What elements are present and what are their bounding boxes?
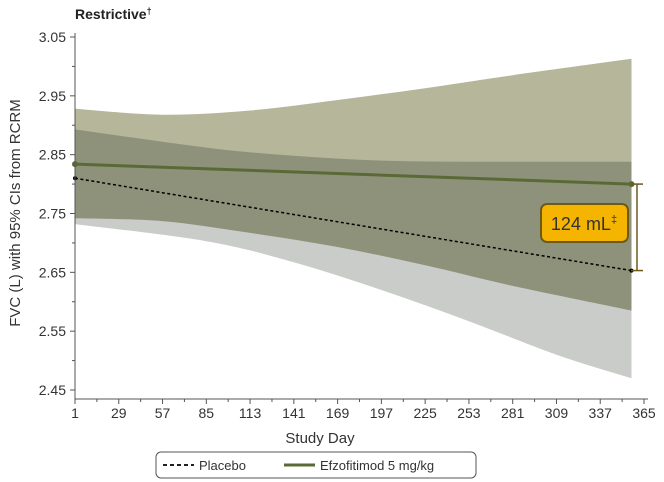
chart-title-superscript: † — [147, 6, 152, 16]
y-tick-label: 2.75 — [39, 206, 66, 222]
y-tick-label: 2.95 — [39, 88, 66, 104]
y-tick-label: 2.45 — [39, 382, 66, 398]
legend-placebo-label: Placebo — [199, 458, 246, 473]
x-tick-label: 337 — [589, 405, 613, 421]
difference-bracket: 124 mL‡ — [540, 183, 643, 272]
ci-bands — [75, 58, 632, 379]
x-tick-label: 169 — [326, 405, 350, 421]
x-tick-label: 309 — [545, 405, 569, 421]
y-tick-label: 2.65 — [39, 264, 66, 280]
line-efzofitimod — [74, 162, 632, 186]
difference-value: 124 mL — [551, 214, 611, 234]
y-axis-label: FVC (L) with 95% CIs from RCRM — [7, 99, 24, 327]
mean-lines — [72, 161, 635, 273]
x-axis-label: Study Day — [285, 430, 355, 447]
y-tick-label: 2.85 — [39, 147, 66, 163]
x-tick-label: 365 — [632, 405, 656, 421]
x-tick-label: 29 — [111, 405, 127, 421]
legend-box — [155, 451, 477, 479]
x-tick-label: 85 — [199, 405, 215, 421]
x-tick-label: 1 — [71, 405, 79, 421]
x-tick-label: 57 — [155, 405, 171, 421]
chart-title: Restrictive† — [75, 6, 152, 22]
x-tick-label: 281 — [501, 405, 525, 421]
difference-superscript: ‡ — [611, 214, 617, 226]
line-placebo — [74, 177, 632, 272]
chart-title-text: Restrictive — [75, 6, 147, 22]
x-tick-label: 113 — [239, 405, 262, 421]
x-tick-label: 225 — [413, 405, 437, 421]
x-tick-label: 197 — [370, 405, 394, 421]
x-tick-label: 141 — [282, 405, 306, 421]
x-tick-label: 253 — [457, 405, 481, 421]
y-tick-label: 2.55 — [39, 323, 66, 339]
difference-label-box — [540, 203, 629, 243]
y-tick-label: 3.05 — [39, 29, 66, 45]
ci-band-efzofitimod — [75, 58, 632, 311]
legend: Placebo Efzofitimod 5 mg/kg — [155, 451, 477, 479]
difference-label: 124 mL‡ — [551, 214, 617, 234]
axes: 2.45 2.55 2.65 2.75 2.85 2.95 3.05 1 29 57 85 113 14… — [39, 29, 656, 421]
legend-efzofitimod-label: Efzofitimod 5 mg/kg — [320, 458, 434, 473]
